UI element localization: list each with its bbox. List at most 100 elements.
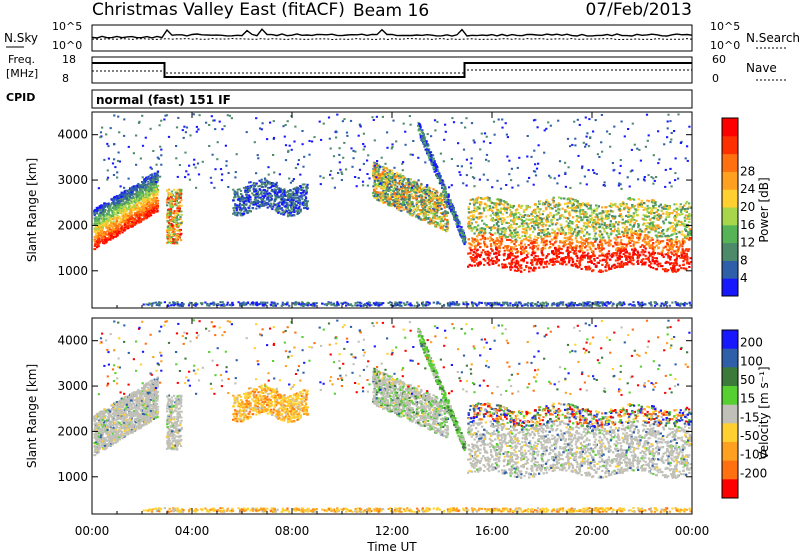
power-cell	[299, 185, 302, 188]
power-cell	[103, 222, 106, 225]
beam-label: Beam 16	[353, 1, 429, 21]
power-cell	[383, 190, 386, 193]
power-cell	[274, 192, 277, 195]
power-cell	[294, 206, 297, 209]
power-cell	[373, 188, 376, 191]
power-cell	[383, 201, 386, 204]
power-cell	[237, 205, 240, 208]
power-cell	[428, 156, 431, 159]
power-cell	[272, 205, 275, 208]
power-cell	[306, 207, 309, 210]
power-cell	[97, 229, 100, 232]
noise-left-tick-bottom: 10^0	[52, 39, 82, 52]
power-cell	[386, 193, 389, 196]
power-cell	[283, 193, 286, 196]
power-cell	[138, 192, 141, 195]
power-cell	[447, 200, 450, 203]
power-cell	[452, 214, 455, 217]
power-cell	[123, 197, 126, 200]
power-cell	[111, 197, 114, 200]
power-cell	[123, 195, 126, 198]
power-cell	[176, 212, 179, 214]
power-cell	[433, 194, 436, 197]
power-cell	[154, 190, 157, 193]
power-cell	[374, 183, 377, 186]
power-cell	[150, 181, 153, 184]
power-cell	[271, 208, 274, 211]
power-cell	[283, 205, 286, 208]
power-cell	[411, 188, 414, 191]
power-cell	[125, 214, 128, 217]
power-cell	[103, 204, 106, 207]
power-cell	[398, 201, 401, 204]
power-cell	[97, 232, 100, 235]
power-cell	[381, 171, 384, 174]
power-cell	[116, 234, 119, 237]
power-cell	[380, 200, 383, 202]
power-cell	[111, 228, 114, 231]
power-cell	[123, 226, 126, 229]
power-cell	[430, 198, 433, 201]
power-cell	[247, 206, 250, 209]
power-cell	[373, 179, 376, 182]
power-cell	[175, 204, 178, 207]
power-cell	[413, 212, 416, 215]
power-cell	[103, 241, 106, 243]
power-cell	[381, 191, 384, 194]
power-cell	[406, 191, 409, 194]
power-cell	[120, 198, 123, 201]
power-cell	[99, 230, 102, 233]
power-cell	[411, 210, 414, 213]
power-cell	[423, 141, 426, 144]
power-cell	[172, 212, 175, 215]
power-cell	[134, 185, 137, 188]
power-cell	[408, 195, 411, 198]
power-cell	[268, 192, 271, 195]
power-cell	[131, 221, 134, 224]
power-cell	[401, 204, 404, 207]
power-cell	[424, 148, 427, 151]
power-cell	[289, 204, 292, 207]
power-cell	[255, 203, 258, 206]
power-cell	[454, 214, 458, 217]
power-cell	[444, 186, 447, 189]
power-cell	[175, 196, 178, 199]
power-cell	[136, 198, 139, 201]
power-cell	[442, 220, 445, 222]
power-cell	[397, 182, 400, 185]
power-cell	[434, 201, 437, 204]
power-cell	[449, 199, 452, 202]
power-cell	[111, 232, 114, 235]
date-label: 07/Feb/2013	[586, 0, 692, 20]
power-cell	[242, 201, 245, 204]
power-cell	[302, 207, 306, 210]
power-cell	[248, 204, 251, 207]
noise-search-label: N.Search	[746, 31, 800, 45]
power-cell	[131, 214, 134, 217]
power-cell	[93, 223, 96, 226]
power-cell	[232, 212, 235, 215]
power-cell	[98, 224, 102, 227]
power-cell	[132, 195, 135, 198]
power-cell	[111, 215, 114, 218]
power-cell	[419, 189, 422, 192]
power-cell	[154, 188, 158, 191]
power-cell	[122, 212, 125, 215]
power-cell	[178, 230, 181, 233]
power-cell	[397, 177, 401, 180]
power-cell	[441, 179, 444, 182]
power-cell	[388, 186, 391, 189]
power-cell	[128, 220, 131, 223]
power-cell	[98, 209, 101, 212]
power-cell	[268, 181, 271, 184]
power-cell	[150, 214, 153, 217]
power-cell	[427, 221, 430, 224]
power-cell	[121, 231, 124, 234]
power-cell	[153, 201, 156, 203]
power-cell	[174, 191, 177, 194]
power-cell	[245, 203, 248, 206]
power-cell	[423, 215, 426, 218]
power-cell	[96, 246, 99, 249]
power-cell	[176, 189, 179, 192]
power-cell	[380, 179, 383, 182]
